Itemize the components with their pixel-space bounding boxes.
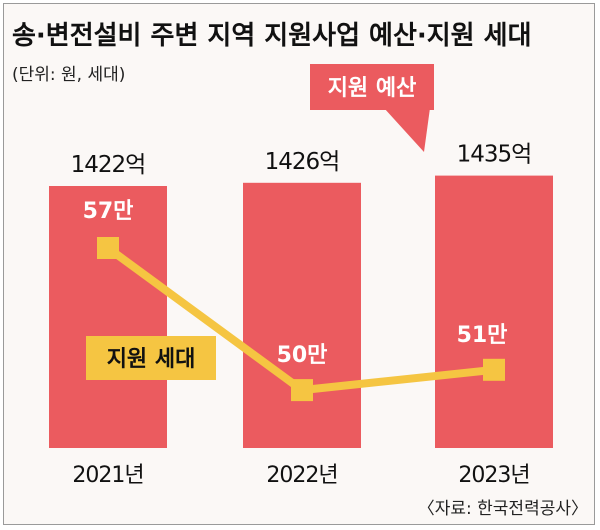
bar-series: 1422억 1426억 1435억 xyxy=(49,142,553,449)
households-point xyxy=(291,379,313,402)
category-label: 2023년 xyxy=(458,463,529,488)
budget-callout-pointer xyxy=(384,108,430,152)
households-point-label: 57만 xyxy=(83,199,134,224)
chart-frame: 송·변전설비 주변 지역 지원사업 예산·지원 세대 (단위: 원, 세대) 1… xyxy=(3,3,595,525)
line-series: 57만 50만 51만 xyxy=(83,199,508,402)
budget-value-label: 1435억 xyxy=(457,142,532,168)
households-point xyxy=(483,358,505,381)
households-legend-box xyxy=(86,336,216,380)
budget-value-label: 1426억 xyxy=(265,149,340,175)
budget-value-label: 1422억 xyxy=(71,152,146,178)
budget-callout: 지원 예산 xyxy=(310,64,434,152)
unit-note: (단위: 원, 세대) xyxy=(12,65,125,85)
category-labels: 2021년 2022년 2023년 xyxy=(72,463,530,488)
budget-callout-box xyxy=(310,64,434,110)
budget-callout-label: 지원 예산 xyxy=(328,76,417,101)
budget-bar xyxy=(435,175,553,448)
households-point-label: 50만 xyxy=(277,343,328,368)
chart-title: 송·변전설비 주변 지역 지원사업 예산·지원 세대 xyxy=(12,21,532,51)
budget-bar xyxy=(49,186,167,448)
households-legend-label: 지원 세대 xyxy=(107,347,196,372)
households-point xyxy=(97,237,119,259)
category-label: 2021년 xyxy=(72,463,143,488)
households-point-label: 51만 xyxy=(457,323,508,348)
budget-bar xyxy=(243,182,361,449)
households-legend: 지원 세대 xyxy=(86,336,216,380)
category-label: 2022년 xyxy=(266,463,337,488)
source-note: 〈자료: 한국전력공사〉 xyxy=(418,499,588,519)
chart-svg: 송·변전설비 주변 지역 지원사업 예산·지원 세대 (단위: 원, 세대) 1… xyxy=(12,21,588,519)
